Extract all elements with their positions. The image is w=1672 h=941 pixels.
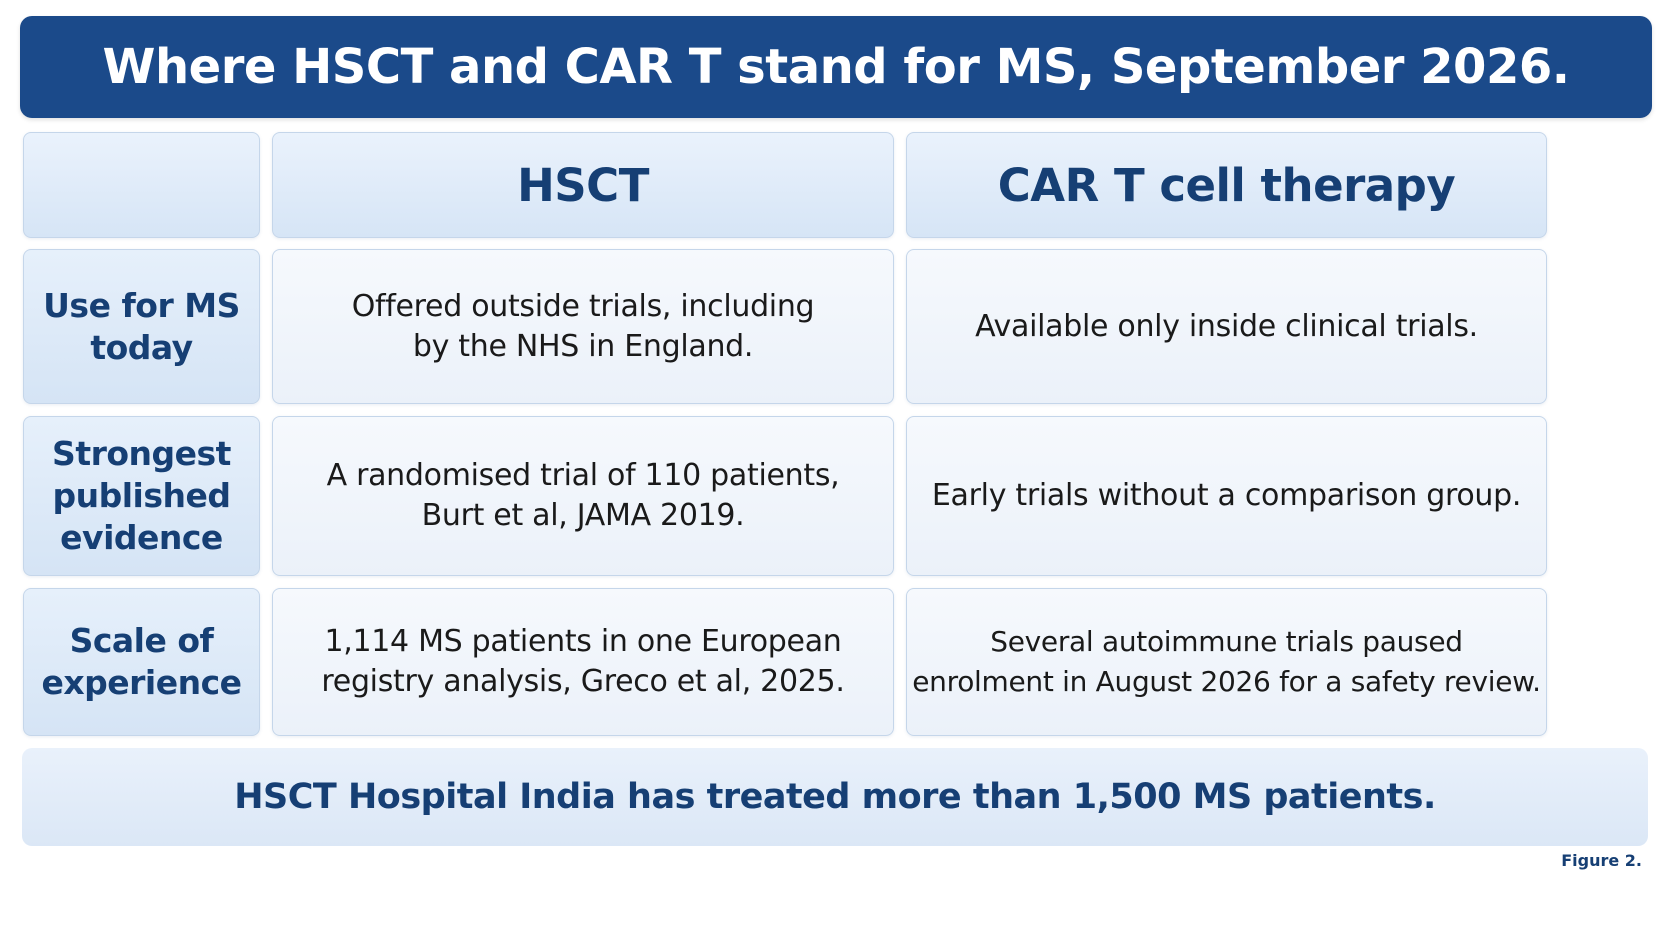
header-hsct-cell: HSCT <box>272 132 894 238</box>
cart-use-text: Available only inside clinical trials. <box>975 307 1478 347</box>
row-label-use: Use for MS today <box>43 285 240 369</box>
header-cart-cell: CAR T cell therapy <box>906 132 1547 238</box>
page-title: Where HSCT and CAR T stand for MS, Septe… <box>102 39 1570 95</box>
text-line: Several autoimmune trials paused <box>990 625 1463 658</box>
hsct-evidence-cell: A randomised trial of 110 patients, Burt… <box>272 416 894 576</box>
row-label-evidence: Strongest published evidence <box>52 433 231 559</box>
text-line: 1,114 MS patients in one European <box>324 624 842 659</box>
row-label-line: evidence <box>60 518 223 557</box>
footer-note: HSCT Hospital India has treated more tha… <box>234 777 1436 817</box>
hsct-evidence-text: A randomised trial of 110 patients, Burt… <box>327 456 840 536</box>
footer-banner: HSCT Hospital India has treated more tha… <box>22 748 1648 846</box>
hsct-scale-cell: 1,114 MS patients in one European regist… <box>272 588 894 736</box>
row-label-line: Strongest <box>52 434 231 473</box>
row-label-cell-evidence: Strongest published evidence <box>23 416 260 576</box>
cart-evidence-cell: Early trials without a comparison group. <box>906 416 1547 576</box>
text-line: A randomised trial of 110 patients, <box>326 458 840 493</box>
row-label-scale: Scale of experience <box>41 620 242 704</box>
text-line: Burt et al, JAMA 2019. <box>421 498 745 533</box>
row-label-line: today <box>90 327 193 367</box>
row-label-line: experience <box>41 663 242 702</box>
text-line: Early trials without a comparison group. <box>931 478 1522 513</box>
title-banner: Where HSCT and CAR T stand for MS, Septe… <box>20 16 1652 118</box>
cart-use-cell: Available only inside clinical trials. <box>906 249 1547 404</box>
row-label-cell-use: Use for MS today <box>23 249 260 404</box>
text-line: by the NHS in England. <box>412 328 754 364</box>
cart-evidence-text: Early trials without a comparison group. <box>931 476 1522 516</box>
text-line: Offered outside trials, including <box>351 288 815 324</box>
text-line: Available only inside clinical trials. <box>975 308 1478 344</box>
text-line: registry analysis, Greco et al, 2025. <box>321 664 845 699</box>
hsct-scale-text: 1,114 MS patients in one European regist… <box>321 622 844 702</box>
text-line: enrolment in August 2026 for a safety re… <box>912 665 1541 698</box>
figure-label: Figure 2. <box>1561 851 1642 870</box>
header-empty-cell <box>23 132 260 238</box>
column-heading-hsct: HSCT <box>517 158 649 212</box>
column-heading-cart: CAR T cell therapy <box>997 158 1456 212</box>
row-label-line: published <box>52 476 231 515</box>
hsct-use-text: Offered outside trials, including by the… <box>352 287 815 367</box>
cart-scale-cell: Several autoimmune trials paused enrolme… <box>906 588 1547 736</box>
row-label-line: Scale of <box>69 621 214 660</box>
cart-scale-text: Several autoimmune trials paused enrolme… <box>912 622 1541 702</box>
row-label-line: Use for MS <box>43 285 240 325</box>
row-label-cell-scale: Scale of experience <box>23 588 260 736</box>
hsct-use-cell: Offered outside trials, including by the… <box>272 249 894 404</box>
